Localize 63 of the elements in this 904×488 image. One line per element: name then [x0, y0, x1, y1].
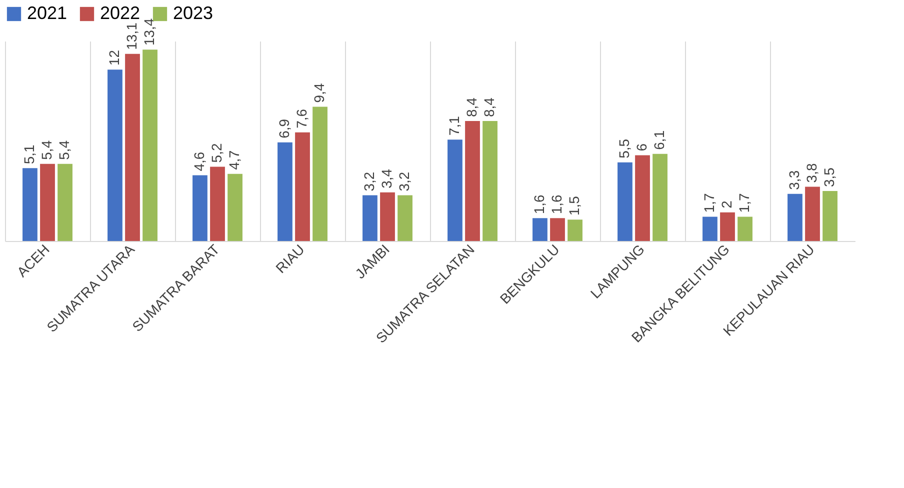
- data-label: 8,4: [464, 97, 480, 117]
- legend-label: 2022: [100, 3, 140, 23]
- bar: [652, 154, 668, 241]
- data-label: 8,4: [481, 97, 498, 117]
- data-label: 6,1: [651, 130, 668, 150]
- bar: [210, 166, 225, 241]
- bar: [618, 162, 632, 241]
- bar: [822, 191, 838, 241]
- data-label: 1,7: [700, 193, 717, 213]
- data-label: 5,1: [20, 144, 37, 164]
- data-label: 6,9: [276, 118, 292, 138]
- data-label: 7,1: [446, 116, 462, 136]
- bar: [568, 220, 582, 241]
- data-label: 3,3: [786, 170, 802, 190]
- bar: [142, 50, 158, 241]
- data-label: 3,2: [360, 172, 377, 192]
- legend-label: 2021: [27, 3, 68, 23]
- bar: [40, 164, 55, 241]
- data-label: 3,4: [378, 168, 394, 188]
- legend-label: 2023: [173, 3, 214, 23]
- data-label: 1,6: [530, 194, 547, 214]
- bar: [635, 155, 650, 241]
- data-label: 3,8: [804, 163, 820, 183]
- bar: [380, 192, 395, 241]
- data-label: 3,5: [821, 167, 838, 187]
- bar: [550, 218, 565, 241]
- data-label: 4,6: [190, 152, 207, 172]
- data-label: 5,5: [616, 138, 632, 158]
- data-label: 7,6: [294, 108, 310, 128]
- data-label: 9,4: [311, 83, 328, 103]
- bar: [108, 70, 122, 241]
- data-label: 12: [106, 50, 122, 66]
- data-label: 13,4: [141, 18, 158, 46]
- data-label: 5,2: [208, 143, 224, 163]
- data-label: 4,7: [226, 150, 242, 170]
- bar: [788, 194, 802, 241]
- bar: [398, 195, 412, 241]
- bar: [720, 212, 735, 241]
- bar: [448, 140, 462, 241]
- data-label: 1,7: [736, 193, 752, 213]
- bar: [532, 218, 548, 241]
- bar: [192, 175, 208, 241]
- data-label: 1,6: [548, 194, 564, 214]
- bar: [58, 164, 72, 241]
- data-label: 5,4: [56, 140, 72, 160]
- bar: [702, 216, 718, 241]
- bar: [295, 132, 310, 241]
- bar: [482, 121, 498, 241]
- data-label: 1,5: [566, 196, 582, 216]
- data-label: 2: [718, 200, 734, 208]
- data-label: 3,2: [396, 172, 412, 192]
- bar: [278, 142, 292, 241]
- bar: [805, 186, 820, 241]
- bar: [738, 216, 752, 241]
- data-label: 5,4: [38, 140, 54, 160]
- data-label: 13,1: [124, 22, 140, 50]
- bar: [22, 168, 38, 241]
- bar: [312, 106, 328, 241]
- bar: [362, 195, 378, 241]
- bar: [228, 174, 242, 241]
- bar: [125, 54, 140, 241]
- data-label: 6: [634, 143, 650, 152]
- bar: [465, 121, 480, 241]
